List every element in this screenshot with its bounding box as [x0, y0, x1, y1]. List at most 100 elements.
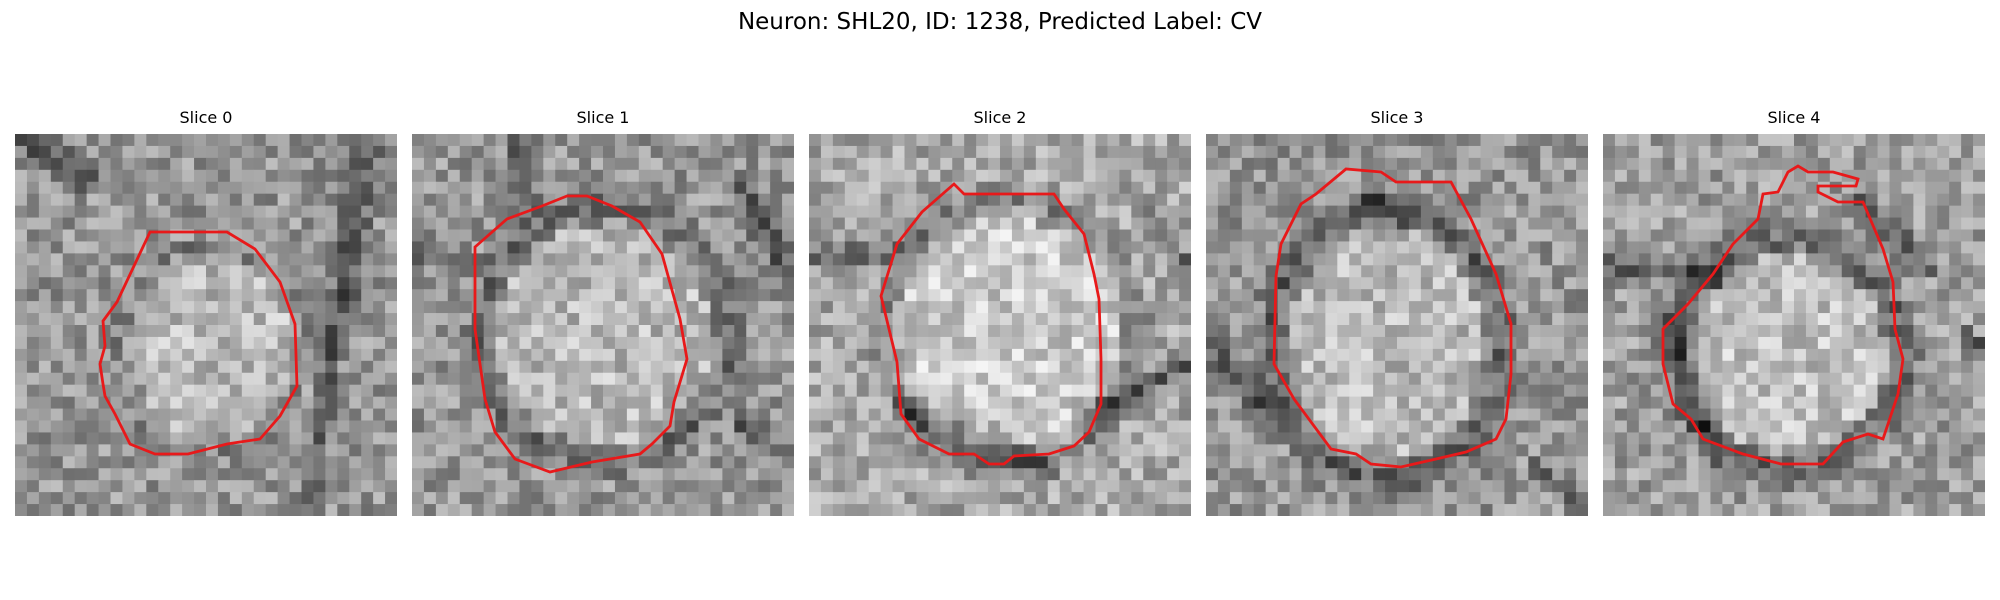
image-pixel [1734, 277, 1747, 290]
image-pixel [1107, 456, 1120, 469]
image-pixel [1456, 372, 1470, 386]
image-pixel [734, 492, 747, 505]
image-pixel [1349, 253, 1362, 266]
image-pixel [1913, 396, 1926, 409]
image-pixel [158, 205, 171, 218]
image-pixel [1095, 157, 1108, 171]
image-pixel [217, 205, 231, 218]
image-pixel [952, 145, 965, 159]
image-pixel [265, 456, 279, 469]
image-pixel [1000, 289, 1013, 302]
image-pixel [1361, 145, 1374, 159]
image-pixel [904, 265, 917, 278]
image-pixel [614, 145, 628, 159]
image-pixel [1456, 229, 1470, 242]
image-pixel [758, 181, 771, 195]
image-pixel [1603, 444, 1616, 457]
image-pixel [820, 456, 834, 469]
image-pixel [1829, 420, 1843, 433]
image-pixel [1877, 384, 1890, 398]
image-pixel [1770, 360, 1783, 374]
image-pixel [519, 253, 532, 266]
image-pixel [1901, 265, 1914, 278]
image-pixel [928, 145, 941, 159]
image-pixel [15, 193, 28, 207]
image-pixel [1253, 134, 1267, 147]
image-pixel [423, 157, 437, 171]
image-pixel [1179, 169, 1191, 183]
image-pixel [435, 253, 449, 266]
image-pixel [1961, 348, 1974, 362]
image-pixel [638, 348, 652, 362]
image-pixel [1901, 384, 1914, 398]
image-pixel [373, 241, 386, 254]
image-pixel [1059, 145, 1073, 159]
image-pixel [1528, 181, 1541, 195]
image-pixel [1937, 181, 1950, 195]
image-pixel [1722, 157, 1735, 171]
image-pixel [1444, 396, 1458, 409]
image-pixel [1131, 277, 1144, 290]
image-pixel [1179, 348, 1191, 362]
image-pixel [98, 504, 111, 516]
image-pixel [519, 277, 532, 290]
image-pixel [1107, 217, 1120, 230]
image-pixel [1528, 193, 1541, 207]
image-pixel [435, 480, 449, 493]
image-pixel [122, 456, 135, 469]
image-pixel [1408, 181, 1422, 195]
image-pixel [567, 348, 580, 362]
image-pixel [1071, 348, 1084, 362]
image-pixel [1206, 145, 1219, 159]
image-pixel [1035, 205, 1049, 218]
image-pixel [301, 265, 314, 278]
image-pixel [1385, 325, 1398, 338]
image-pixel [194, 468, 207, 481]
image-pixel [662, 241, 676, 254]
image-pixel [1385, 372, 1398, 386]
image-pixel [1397, 205, 1410, 218]
image-pixel [1035, 360, 1049, 374]
image-pixel [1468, 504, 1481, 516]
image-pixel [1626, 360, 1640, 374]
image-pixel [892, 169, 905, 183]
image-pixel [543, 348, 556, 362]
image-pixel [686, 229, 699, 242]
image-pixel [1937, 301, 1950, 314]
image-pixel [722, 134, 735, 147]
image-pixel [638, 193, 652, 207]
image-pixel [1349, 313, 1362, 326]
image-pixel [325, 468, 338, 481]
image-pixel [1504, 432, 1517, 445]
image-pixel [1059, 468, 1073, 481]
image-pixel [809, 504, 822, 516]
image-pixel [301, 217, 314, 230]
image-pixel [98, 301, 111, 314]
image-pixel [1504, 193, 1517, 207]
image-pixel [952, 336, 965, 350]
image-pixel [1265, 432, 1279, 445]
image-pixel [1337, 181, 1350, 195]
image-pixel [1277, 313, 1290, 326]
image-pixel [940, 193, 953, 207]
image-pixel [74, 157, 88, 171]
image-pixel [940, 205, 953, 218]
image-pixel [1770, 325, 1783, 338]
image-pixel [626, 325, 640, 338]
image-pixel [1829, 289, 1843, 302]
image-pixel [820, 504, 834, 516]
image-pixel [892, 289, 905, 302]
image-pixel [74, 205, 88, 218]
image-pixel [265, 313, 279, 326]
image-pixel [1444, 229, 1458, 242]
image-pixel [1206, 420, 1219, 433]
image-pixel [1841, 277, 1855, 290]
image-pixel [1229, 492, 1243, 505]
image-pixel [385, 444, 397, 457]
image-pixel [1468, 384, 1481, 398]
image-pixel [1626, 277, 1640, 290]
image-pixel [1313, 289, 1326, 302]
image-pixel [892, 492, 905, 505]
image-pixel [555, 384, 568, 398]
image-pixel [782, 504, 794, 516]
